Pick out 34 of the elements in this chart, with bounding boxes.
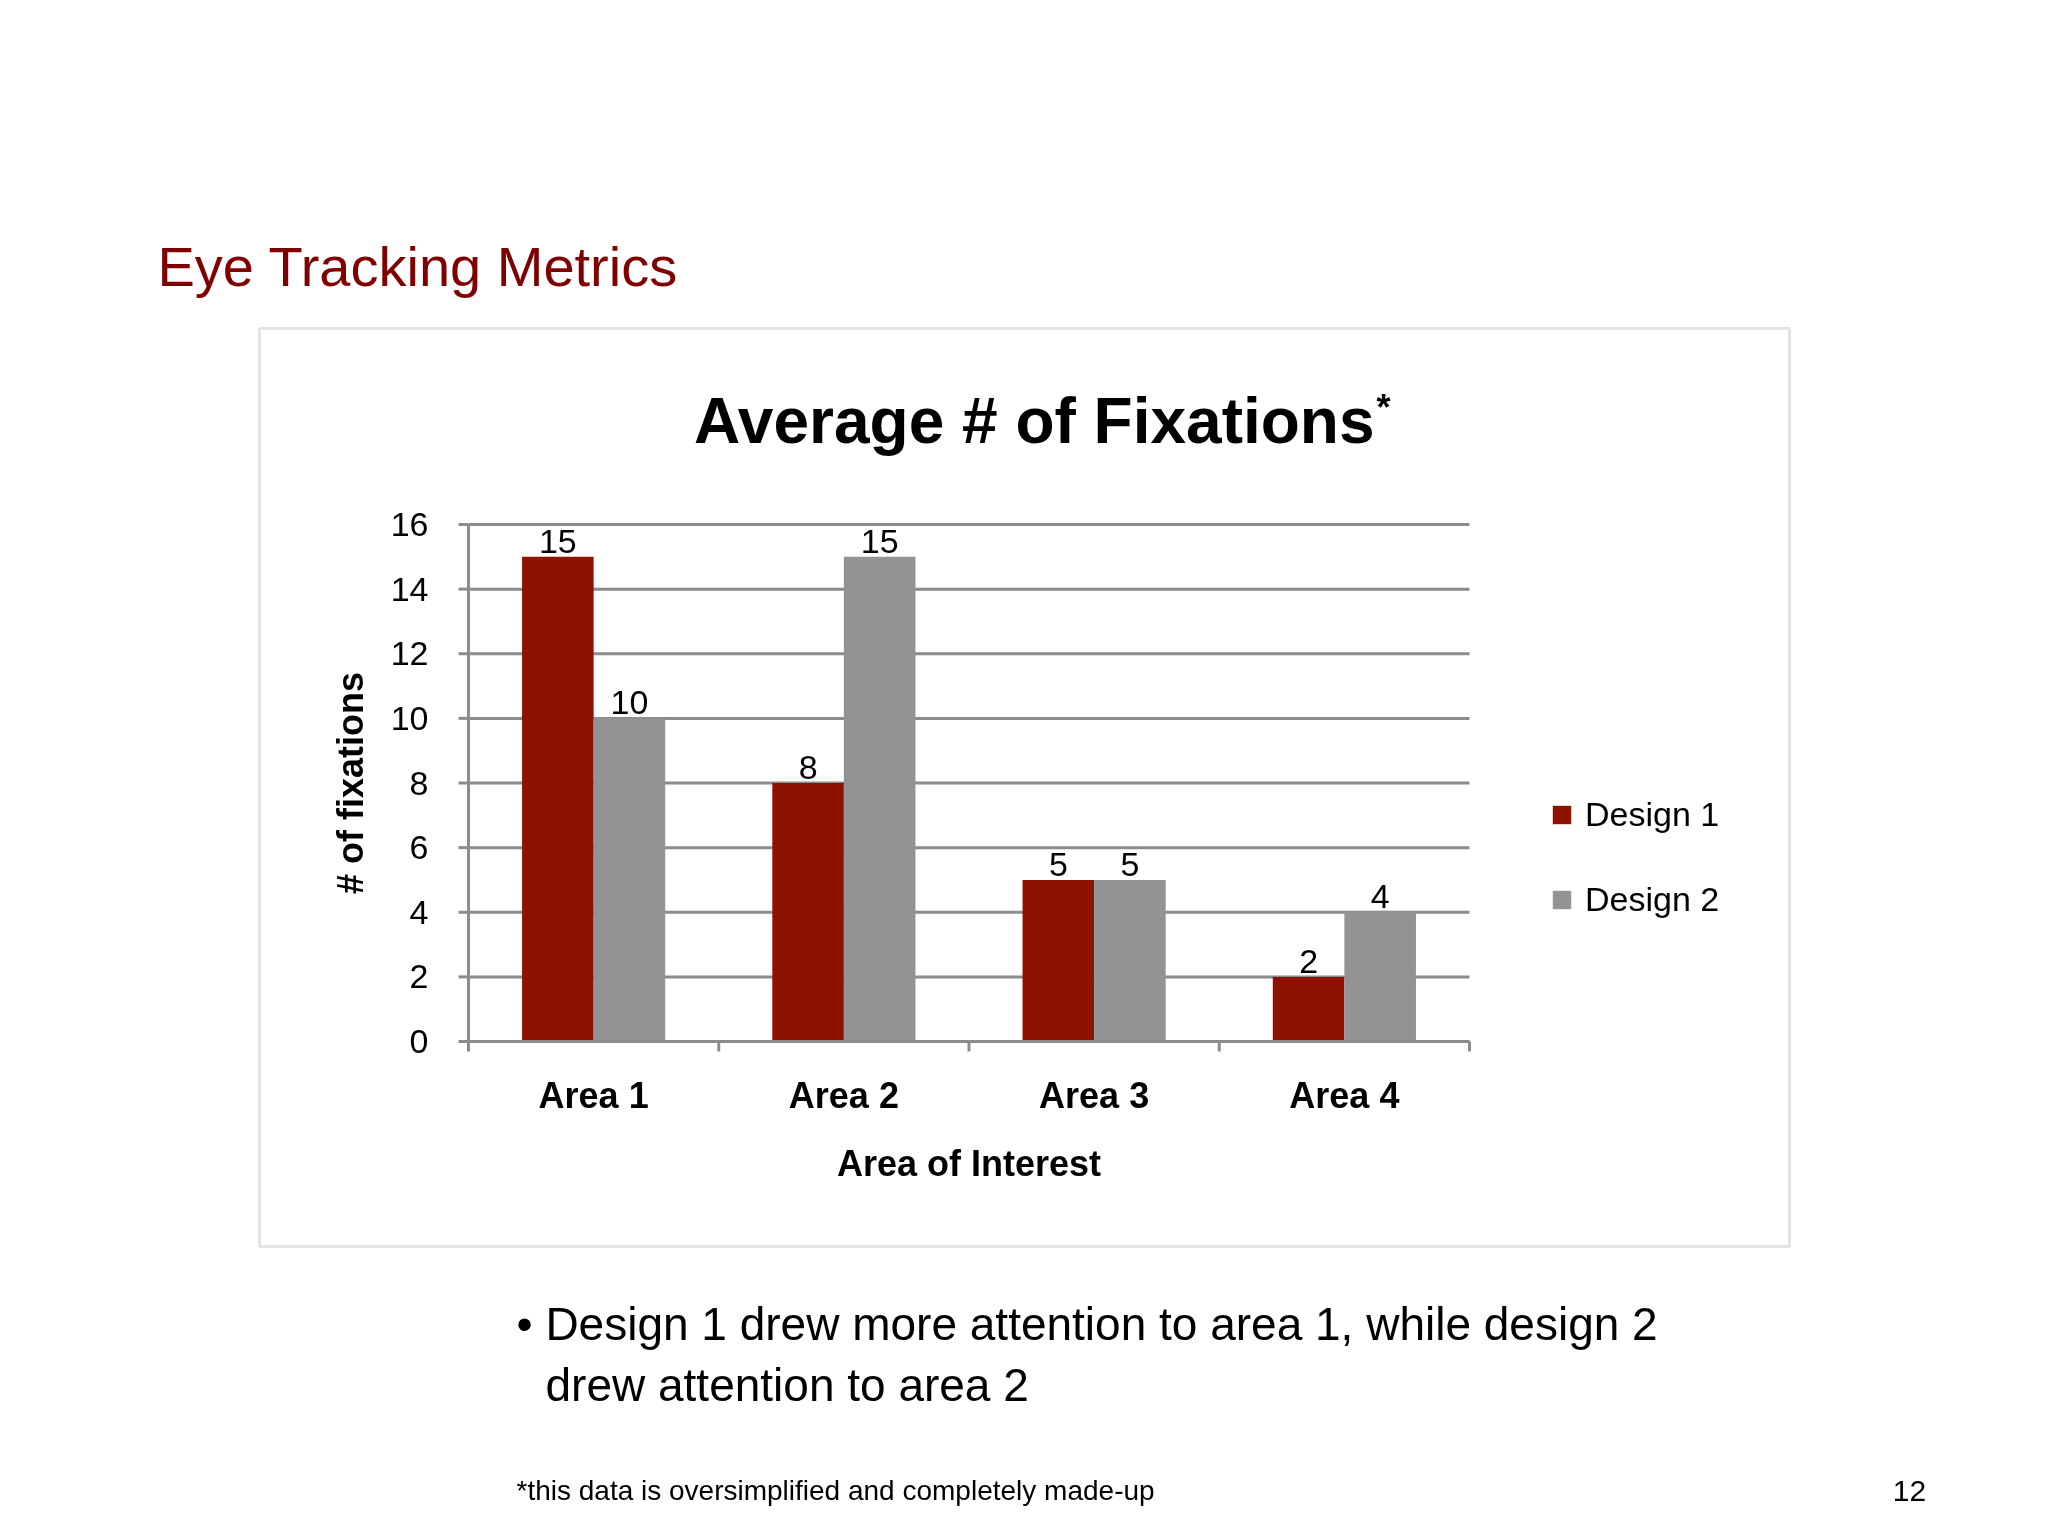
x-tick-label: Area 2	[788, 1075, 899, 1116]
legend-label: Design 2	[1585, 879, 1720, 919]
data-label: 8	[798, 748, 818, 786]
bar	[1272, 976, 1345, 1042]
y-tick-label: 14	[390, 569, 429, 608]
data-label: 5	[1120, 844, 1140, 883]
y-tick-label: 16	[390, 505, 429, 543]
data-label: 4	[1370, 877, 1390, 916]
y-tick-label: 4	[409, 892, 429, 931]
y-tick-label: 2	[409, 957, 429, 996]
text: *this data is oversimplified and completely made-up	[516, 1475, 1155, 1506]
y-axis-title: # of fixations	[330, 671, 371, 895]
x-tick-label: Area 4	[1289, 1075, 1400, 1116]
x-tick-label: Area 3	[1039, 1075, 1150, 1116]
data-label: 10	[610, 683, 649, 722]
text: 12	[1892, 1473, 1927, 1507]
y-tick-label: 8	[409, 763, 429, 802]
y-tick-label: 0	[409, 1022, 429, 1060]
y-tick-label: 10	[390, 698, 429, 737]
bar	[1022, 879, 1095, 1042]
data-label: 15	[538, 521, 577, 560]
text: Eye Tracking Metrics	[157, 235, 678, 298]
chart-title: Average # of Fixations*	[694, 384, 1391, 457]
text: • Design 1 drew more attention to area 1, while design 2 drew attention to area 2	[516, 1297, 1658, 1411]
data-label: 15	[860, 521, 899, 560]
bar	[772, 783, 844, 1042]
data-label: 5	[1048, 844, 1068, 883]
x-axis-title: Area of Interest	[836, 1143, 1102, 1184]
y-tick-label: 12	[390, 634, 429, 673]
legend-label: Design 1	[1585, 794, 1720, 834]
x-tick-label: Area 1	[538, 1075, 649, 1116]
y-tick-label: 6	[409, 828, 429, 867]
data-label: 2	[1299, 941, 1319, 980]
bar	[522, 556, 594, 1042]
